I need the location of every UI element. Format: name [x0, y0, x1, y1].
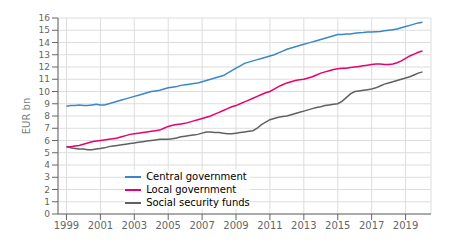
svg-text:2009: 2009 — [223, 220, 248, 231]
svg-text:16: 16 — [39, 13, 51, 23]
svg-text:1999: 1999 — [54, 220, 79, 231]
svg-text:2011: 2011 — [257, 220, 282, 231]
svg-text:6: 6 — [44, 136, 50, 146]
svg-text:2005: 2005 — [155, 220, 180, 231]
svg-text:2013: 2013 — [291, 220, 316, 231]
svg-text:2015: 2015 — [325, 220, 350, 231]
svg-text:9: 9 — [44, 99, 50, 109]
svg-text:2: 2 — [44, 185, 50, 195]
svg-text:10: 10 — [39, 87, 51, 97]
svg-text:2001: 2001 — [88, 220, 113, 231]
svg-text:1: 1 — [44, 197, 50, 207]
svg-text:13: 13 — [39, 50, 50, 60]
svg-text:0: 0 — [44, 209, 50, 219]
svg-text:14: 14 — [39, 38, 51, 48]
html-text:Social security funds: Social security funds — [146, 197, 250, 208]
svg-text:5: 5 — [44, 148, 50, 158]
svg-text:8: 8 — [44, 111, 50, 121]
svg-text:2007: 2007 — [189, 220, 214, 231]
svg-text:2003: 2003 — [122, 220, 147, 231]
svg-text:4: 4 — [44, 160, 50, 170]
svg-text:2017: 2017 — [359, 220, 384, 231]
svg-text:EUR bn: EUR bn — [21, 98, 32, 134]
svg-text:3: 3 — [44, 172, 50, 182]
svg-text:12: 12 — [39, 62, 50, 72]
svg-text:7: 7 — [44, 123, 50, 133]
html-text:Central government: Central government — [146, 171, 247, 182]
svg-text:15: 15 — [39, 25, 50, 35]
svg-text:11: 11 — [39, 74, 50, 84]
svg-text:2019: 2019 — [393, 220, 418, 231]
html-text:Local government: Local government — [146, 184, 237, 195]
